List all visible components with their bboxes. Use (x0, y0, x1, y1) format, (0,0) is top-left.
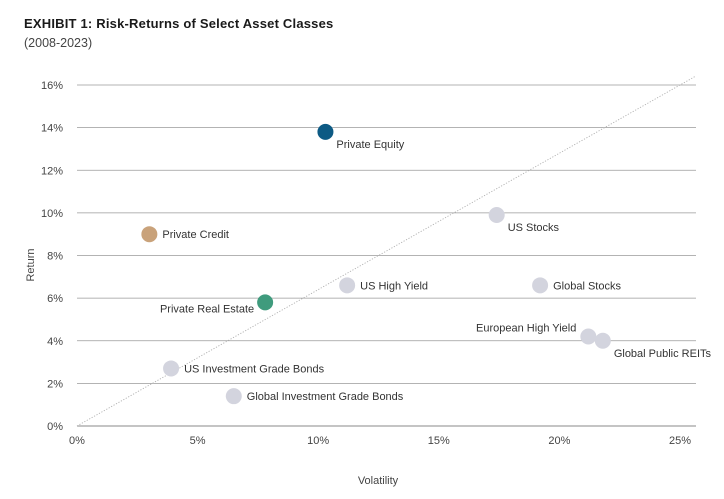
data-point-label: Private Credit (162, 229, 229, 241)
diagonal-reference-line (76, 75, 696, 427)
y-axis-label: Return (25, 248, 37, 281)
data-point-label: US Stocks (508, 222, 560, 234)
y-tick-label: 10% (41, 208, 63, 220)
data-point-label: Private Real Estate (160, 303, 254, 315)
chart-header: EXHIBIT 1: Risk-Returns of Select Asset … (24, 16, 333, 50)
x-tick-label: 20% (548, 435, 570, 447)
data-point-label: European High Yield (476, 322, 576, 334)
data-point (141, 226, 158, 243)
data-point (225, 388, 242, 405)
x-tick-label: 10% (307, 435, 329, 447)
data-point (339, 277, 356, 294)
chart-title: EXHIBIT 1: Risk-Returns of Select Asset … (24, 16, 334, 31)
data-point-label: Global Investment Grade Bonds (247, 391, 404, 403)
y-tick-label: 8% (47, 251, 63, 263)
x-tick-label: 5% (190, 435, 206, 447)
y-tick-label: 6% (47, 293, 63, 305)
data-point-label: Global Stocks (553, 280, 621, 292)
x-tick-label: 25% (669, 435, 691, 447)
data-point (163, 360, 180, 377)
data-point-label: Private Equity (336, 139, 404, 151)
x-tick-label: 15% (428, 435, 450, 447)
data-point (532, 277, 549, 294)
x-axis-label: Volatility (358, 475, 399, 487)
data-point (488, 207, 505, 224)
y-tick-label: 2% (47, 378, 63, 390)
x-tick-label: 0% (69, 435, 85, 447)
chart-subtitle: (2008-2023) (24, 36, 93, 50)
data-point (257, 294, 274, 311)
y-tick-label: 0% (47, 421, 63, 433)
data-point-label: US High Yield (360, 280, 428, 292)
data-point-label: Global Public REITs (614, 348, 712, 360)
data-points: Private Equity Private Credit US Stocks US … (141, 123, 712, 405)
y-axis-ticks: 0% 2% 4% 6% 8% 10% 12% 14% 16% (41, 80, 63, 433)
reference-line (76, 75, 696, 427)
data-point (317, 123, 334, 140)
x-axis-ticks: 0% 5% 10% 15% 20% 25% (69, 435, 691, 447)
y-tick-label: 4% (47, 336, 63, 348)
y-tick-label: 16% (41, 80, 63, 92)
data-point (580, 328, 597, 345)
data-point-label: US Investment Grade Bonds (184, 363, 325, 375)
y-tick-label: 14% (41, 123, 63, 135)
data-point (594, 332, 611, 349)
y-tick-label: 12% (41, 165, 63, 177)
